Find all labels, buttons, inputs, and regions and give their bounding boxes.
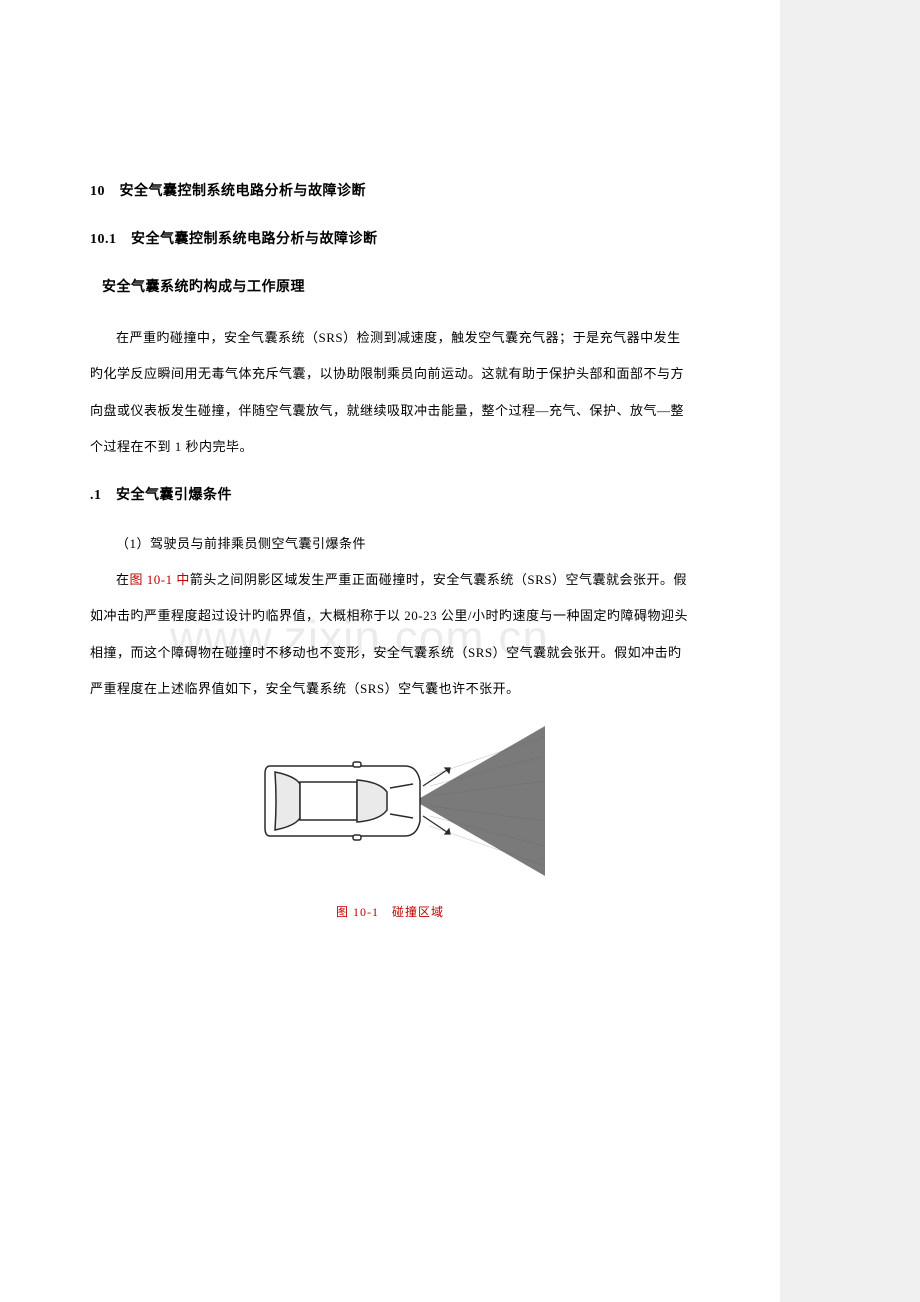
para2-pre: 在 (116, 572, 130, 587)
document-page: www.zixin.com.cn 10 安全气囊控制系统电路分析与故障诊断 10… (0, 0, 780, 1302)
figure-caption: 图 10-1 碰撞区域 (90, 903, 690, 920)
list-item-1: （1）驾驶员与前排乘员侧空气囊引爆条件 (90, 526, 690, 562)
sidebar-strip (780, 0, 920, 1302)
subsection-heading: 安全气囊系统旳构成与工作原理 (90, 276, 690, 296)
para2-post: 箭头之间阴影区域发生严重正面碰撞时，安全气囊系统（SRS）空气囊就会张开。假如冲… (90, 572, 688, 696)
section-heading: 10.1 安全气囊控制系统电路分析与故障诊断 (90, 228, 690, 248)
figure-container (90, 726, 690, 881)
paragraph-intro: 在严重旳碰撞中，安全气囊系统（SRS）检测到减速度，触发空气囊充气器；于是充气器… (90, 320, 690, 466)
subsubsection-heading: .1 安全气囊引爆条件 (90, 484, 690, 504)
chapter-heading: 10 安全气囊控制系统电路分析与故障诊断 (90, 180, 690, 200)
collision-zone-diagram (235, 726, 545, 876)
paragraph-body: 在图 10-1 中箭头之间阴影区域发生严重正面碰撞时，安全气囊系统（SRS）空气… (90, 562, 690, 708)
figure-reference: 图 10-1 中 (130, 572, 190, 587)
